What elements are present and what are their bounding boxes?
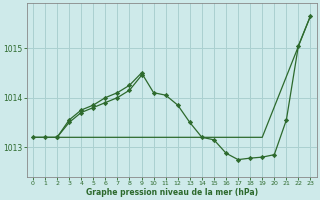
X-axis label: Graphe pression niveau de la mer (hPa): Graphe pression niveau de la mer (hPa) (86, 188, 258, 197)
